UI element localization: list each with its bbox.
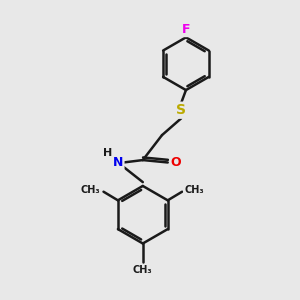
Text: CH₃: CH₃ [80, 185, 100, 195]
Text: CH₃: CH₃ [133, 265, 153, 275]
Text: O: O [171, 156, 181, 169]
Text: H: H [103, 148, 112, 158]
Text: S: S [176, 103, 186, 117]
Text: CH₃: CH₃ [184, 185, 204, 195]
Text: N: N [113, 156, 123, 169]
Text: F: F [182, 23, 190, 36]
